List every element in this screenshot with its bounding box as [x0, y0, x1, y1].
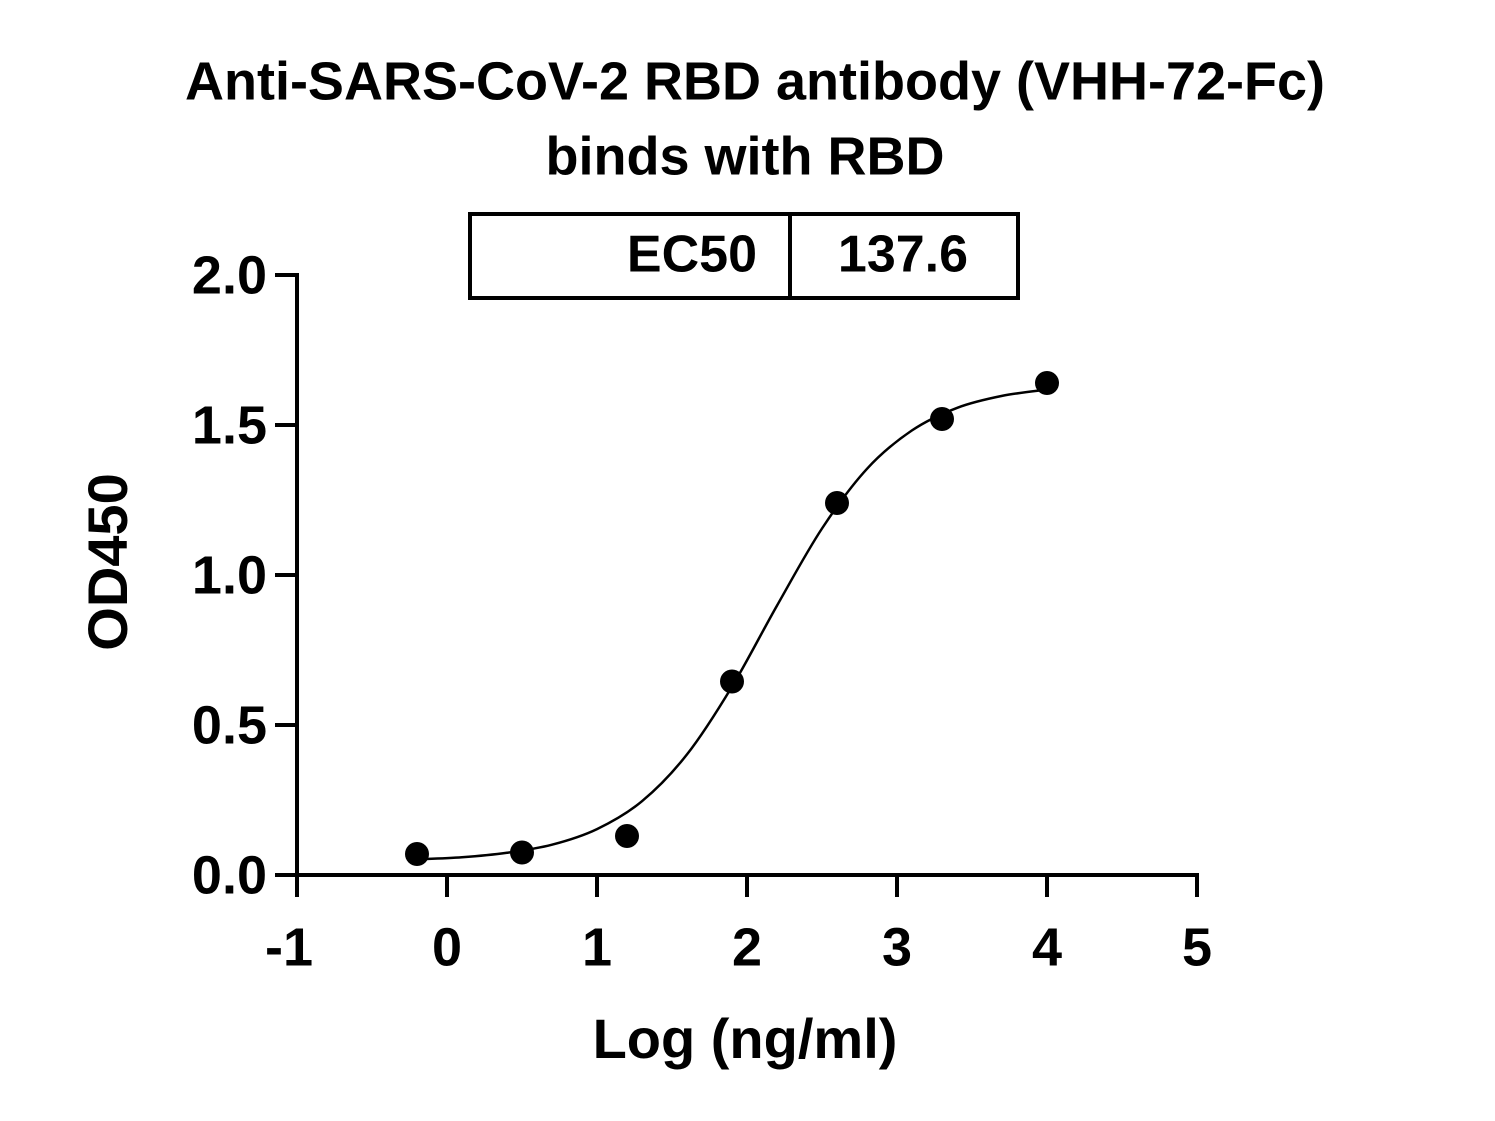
x-tick-label: -1: [265, 917, 313, 977]
y-tick-label: 1.5: [192, 395, 267, 455]
data-point: [615, 824, 639, 848]
y-tick-label: 0.0: [192, 845, 267, 905]
x-axis-label: Log (ng/ml): [593, 1007, 898, 1070]
chart-title-line: Anti-SARS-CoV-2 RBD antibody (VHH-72-Fc): [185, 51, 1325, 111]
data-point: [405, 842, 429, 866]
x-tick-label: 3: [882, 917, 912, 977]
data-point: [510, 840, 534, 865]
data-point: [930, 407, 954, 431]
ec50-box: [468, 212, 1020, 300]
x-tick-label: 1: [582, 917, 612, 977]
fit-curve: [416, 388, 1048, 861]
data-point: [825, 491, 849, 515]
y-tick-label: 2.0: [192, 245, 267, 305]
x-tick-label: 2: [732, 917, 762, 977]
y-axis-label: OD450: [76, 473, 139, 650]
x-tick-label: 5: [1182, 917, 1212, 977]
data-point: [720, 669, 744, 694]
ec50-label: EC50: [627, 226, 757, 284]
x-tick-label: 0: [432, 917, 462, 977]
data-point: [1035, 371, 1059, 395]
chart-title-line: binds with RBD: [546, 126, 945, 186]
y-tick-label: 0.5: [192, 695, 267, 755]
x-tick-label: 4: [1032, 917, 1062, 977]
ec50-value: 137.6: [838, 226, 968, 284]
y-tick-label: 1.0: [192, 545, 267, 605]
